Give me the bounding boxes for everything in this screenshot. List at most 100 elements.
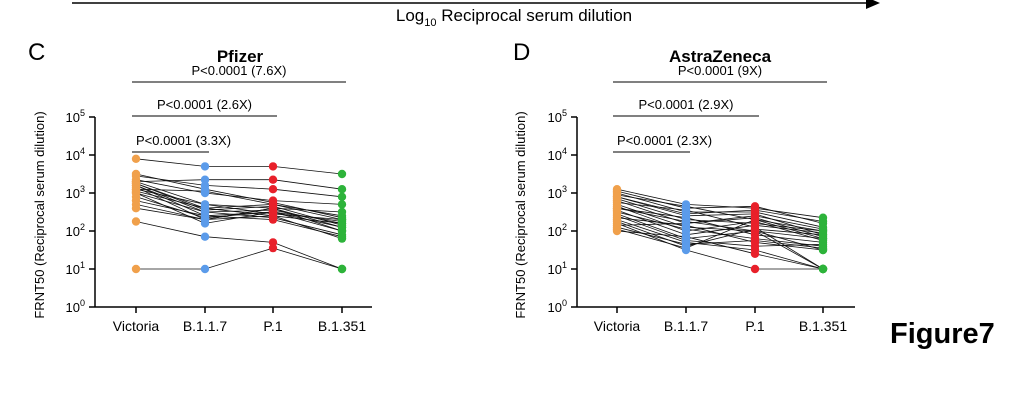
subject-line <box>616 211 687 230</box>
panel-astrazeneca: AstraZeneca FRNT50 (Reciprocal serum dilu… <box>513 47 855 334</box>
data-point-b1351 <box>337 169 347 179</box>
subject-line <box>204 207 274 220</box>
data-point-victoria <box>131 217 141 226</box>
subject-line <box>135 158 206 167</box>
subject-line <box>272 242 343 270</box>
data-point-victoria <box>131 179 141 188</box>
subject-line <box>616 196 687 215</box>
y-tick-label: 103 <box>66 184 85 201</box>
data-point-b1351 <box>337 200 347 209</box>
subject-line <box>616 188 687 205</box>
data-point-b117 <box>681 209 691 219</box>
subject-line <box>685 221 756 232</box>
panel-pfizer: Pfizer FRNT50 (Reciprocal serum dilution)… <box>32 47 372 334</box>
data-point-victoria <box>131 169 141 179</box>
data-point-victoria <box>131 204 141 213</box>
data-point-victoria <box>612 226 622 236</box>
subject-line <box>272 166 343 175</box>
subject-line <box>685 204 756 209</box>
subject-line <box>685 213 756 217</box>
subject-line <box>272 247 343 270</box>
subject-line <box>135 181 206 205</box>
data-point-p1 <box>750 226 760 236</box>
subject-line <box>135 175 206 186</box>
subject-line <box>754 228 824 236</box>
data-point-p1 <box>268 185 278 194</box>
subject-line <box>685 209 756 215</box>
data-point-victoria <box>131 188 141 198</box>
subject-line <box>272 205 343 226</box>
subject-line <box>754 230 824 251</box>
data-point-b1351 <box>818 224 828 234</box>
y-tick-label: 101 <box>66 260 85 277</box>
data-point-p1 <box>750 215 760 224</box>
subject-line <box>685 215 756 224</box>
subject-line <box>135 207 206 220</box>
data-point-b1351 <box>337 264 347 274</box>
data-point-b1351 <box>337 213 347 222</box>
data-point-b1351 <box>818 217 828 226</box>
data-point-b117 <box>681 232 691 241</box>
x-tick-label: B.1.351 <box>799 318 847 334</box>
subject-line <box>754 205 824 224</box>
subject-line <box>685 249 756 270</box>
y-tick-label: 100 <box>66 298 85 315</box>
subject-line <box>754 209 824 222</box>
data-point-p1 <box>750 236 760 245</box>
data-point-b117 <box>200 219 210 228</box>
data-point-b117 <box>681 217 691 226</box>
y-tick-label: 102 <box>548 222 567 239</box>
subject-line <box>685 224 756 236</box>
significance-label: P<0.0001 (7.6X) <box>191 63 286 78</box>
data-point-p1 <box>750 264 760 274</box>
x-tick-label: Victoria <box>594 318 641 334</box>
data-point-b1351 <box>337 185 347 194</box>
subject-line <box>272 202 343 219</box>
subject-line <box>616 207 687 219</box>
y-tick-label: 100 <box>548 298 567 315</box>
subject-line <box>754 207 824 219</box>
panel-label-c: C <box>28 39 45 66</box>
data-point-victoria <box>131 264 141 274</box>
data-point-b1351 <box>337 234 347 243</box>
data-point-b117 <box>200 185 210 194</box>
y-tick-label: 104 <box>66 146 85 163</box>
y-tick-label: 101 <box>548 260 567 277</box>
subject-line <box>272 219 343 238</box>
subject-line <box>204 205 274 211</box>
data-point-b1351 <box>337 192 347 201</box>
subject-line <box>272 188 343 198</box>
data-point-p1 <box>750 249 760 258</box>
subject-line <box>754 249 824 270</box>
subject-line <box>754 221 824 241</box>
subject-line <box>754 230 824 270</box>
subject-line <box>135 183 206 211</box>
figure-label: Figure7 <box>890 318 995 350</box>
y-tick-label: 102 <box>66 222 85 239</box>
subject-line <box>272 211 343 232</box>
y-axis-label: FRNT50 (Reciprocal serum dilution) <box>32 111 47 318</box>
subject-line <box>754 211 824 228</box>
subject-line <box>135 221 206 238</box>
y-axis-label: FRNT50 (Reciprocal serum dilution) <box>513 111 528 318</box>
data-point-b117 <box>681 243 691 253</box>
subject-line <box>204 192 274 201</box>
subject-line <box>616 202 687 211</box>
data-point-b1351 <box>818 245 828 255</box>
subject-line <box>616 209 687 236</box>
chart-title: Pfizer <box>217 47 264 66</box>
subject-line <box>754 219 824 239</box>
subject-line <box>616 223 687 226</box>
subject-line <box>204 236 274 243</box>
subject-line <box>272 204 343 220</box>
subject-line <box>616 226 687 245</box>
significance-label: P<0.0001 (9X) <box>678 63 762 78</box>
significance-label: P<0.0001 (2.9X) <box>638 97 733 112</box>
subject-line <box>135 204 206 220</box>
x-tick-label: Victoria <box>113 318 160 334</box>
subject-line <box>135 192 206 224</box>
data-point-b1351 <box>818 234 828 243</box>
panel-label-d: D <box>513 39 530 66</box>
subject-line <box>616 219 687 243</box>
